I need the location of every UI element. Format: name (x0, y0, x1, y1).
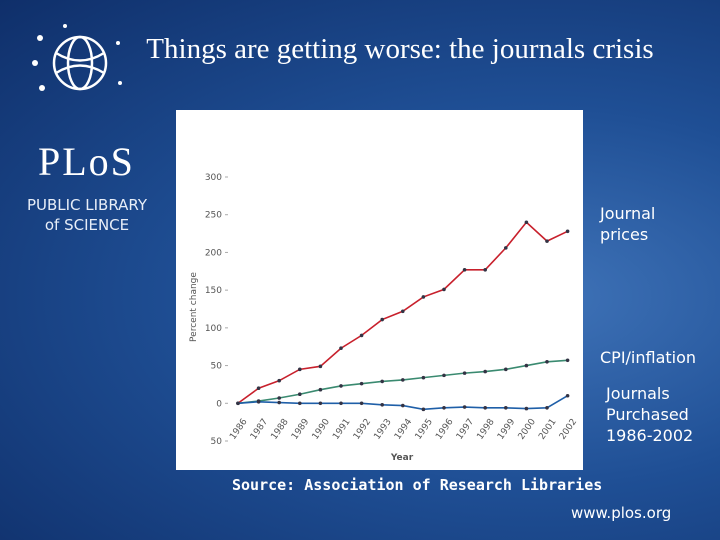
data-point (298, 401, 302, 406)
url: www.plos.org (571, 504, 672, 522)
data-point (339, 346, 343, 351)
data-point (483, 406, 488, 410)
data-point (442, 406, 446, 410)
data-point (339, 401, 343, 406)
y-tick-label: 300 (205, 173, 222, 183)
data-point (462, 267, 467, 272)
x-tick-label: 1996 (434, 417, 455, 442)
title: Things are getting worse: the journals c… (146, 33, 654, 65)
data-point (359, 401, 364, 406)
x-tick-label: 1988 (269, 417, 290, 442)
data-point (421, 295, 426, 299)
x-tick-label: 1993 (372, 417, 393, 441)
data-point (565, 229, 570, 234)
data-point (359, 381, 364, 386)
data-point (524, 363, 529, 368)
y-tick-label: 200 (205, 248, 222, 258)
series-line (237, 359, 568, 405)
x-tick-label: 1992 (352, 417, 373, 441)
y-tick-label: 50 (211, 437, 223, 447)
data-point (462, 371, 467, 375)
data-point (421, 375, 426, 380)
data-point (318, 387, 323, 392)
x-tick-label: 1998 (475, 417, 496, 442)
logo-name: PLoS (38, 139, 135, 184)
x-tick-label: 1989 (290, 417, 311, 442)
data-point (401, 403, 405, 408)
globe-icon (32, 24, 122, 91)
x-tick-label: 1990 (311, 417, 332, 442)
x-tick-label: 2000 (517, 417, 538, 442)
data-point (565, 393, 570, 398)
x-tick-label: 1991 (331, 417, 352, 441)
data-point (339, 384, 343, 388)
data-point (401, 378, 405, 382)
x-tick-label: 2002 (558, 417, 579, 441)
data-point (298, 367, 302, 372)
x-tick-label: 2001 (537, 417, 558, 441)
data-point (359, 333, 364, 338)
data-point (298, 392, 302, 397)
series-label: Journal prices (600, 204, 656, 244)
series-label: Journals Purchased 1986-2002 (606, 384, 694, 445)
logo-line: of SCIENCE (44, 216, 130, 234)
data-point (545, 406, 549, 410)
data-point (277, 396, 282, 400)
data-point (483, 369, 488, 374)
data-point (483, 267, 488, 272)
data-point (401, 309, 405, 314)
data-point (380, 379, 385, 384)
x-tick-label: 1986 (228, 417, 249, 442)
data-point (504, 367, 508, 372)
data-point (442, 287, 446, 292)
data-point (421, 407, 426, 412)
y-tick-label: 50 (211, 362, 223, 372)
data-point (380, 402, 385, 407)
data-point (545, 239, 549, 243)
y-tick-label: 250 (205, 211, 222, 221)
series-label: CPI/inflation (600, 348, 697, 367)
data-point (524, 406, 529, 411)
data-point (462, 405, 467, 409)
x-axis-label: Year (390, 453, 414, 463)
data-point (545, 360, 549, 364)
data-point (318, 401, 323, 406)
x-tick-label: 1994 (393, 417, 414, 442)
data-point (256, 386, 261, 391)
y-tick-label: 0 (216, 399, 222, 409)
data-point (504, 406, 508, 410)
y-tick-label: 150 (205, 286, 222, 296)
data-point (380, 317, 385, 322)
data-point (277, 378, 282, 383)
data-point (256, 399, 261, 404)
logo-line: PUBLIC LIBRARY (26, 196, 148, 214)
source: Source: Association of Research Librarie… (232, 476, 603, 494)
chart-panel (176, 110, 583, 470)
data-point (236, 401, 240, 406)
x-tick-label: 1999 (496, 417, 517, 442)
y-tick-label: 100 (205, 324, 222, 334)
data-point (277, 400, 282, 405)
data-point (442, 373, 446, 378)
data-point (504, 246, 508, 250)
y-axis-label: Percent change (189, 272, 199, 342)
x-tick-label: 1987 (249, 417, 270, 441)
data-point (524, 220, 529, 225)
data-point (565, 358, 570, 363)
x-tick-label: 1997 (455, 417, 476, 441)
data-point (318, 364, 323, 369)
x-tick-label: 1995 (414, 417, 435, 441)
